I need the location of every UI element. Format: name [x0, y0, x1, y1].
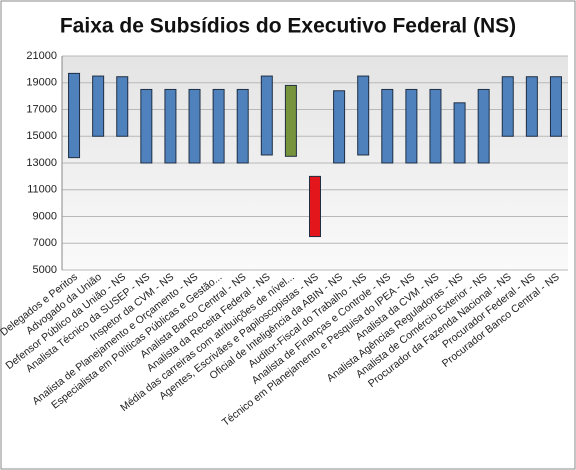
bar — [284, 84, 297, 157]
bar — [477, 88, 490, 164]
bar — [525, 76, 538, 137]
y-tick-label: 17000 — [26, 103, 57, 115]
bar — [116, 76, 129, 137]
bar — [164, 88, 177, 164]
bar — [188, 88, 201, 164]
y-tick-label: 9000 — [33, 210, 57, 222]
y-tick-label: 13000 — [26, 157, 57, 169]
y-tick-label: 15000 — [26, 130, 57, 142]
y-tick-label: 7000 — [33, 237, 57, 249]
bar — [309, 175, 321, 238]
y-tick-label: 21000 — [26, 50, 57, 62]
bar — [333, 90, 346, 164]
bar — [405, 88, 418, 164]
bar — [549, 76, 562, 137]
y-tick-label: 19000 — [26, 77, 57, 89]
chart-title: Faixa de Subsídios do Executivo Federal … — [60, 15, 516, 38]
bar — [429, 88, 442, 164]
bar — [501, 76, 514, 137]
bar — [381, 88, 394, 164]
bar — [453, 102, 466, 164]
bar — [212, 88, 225, 164]
bar — [236, 88, 249, 164]
bar — [357, 75, 370, 156]
bar — [140, 88, 153, 164]
bar — [68, 72, 81, 159]
y-tick-label: 5000 — [33, 264, 57, 276]
y-tick-label: 11000 — [27, 184, 57, 196]
bar — [92, 75, 105, 137]
bar — [260, 75, 273, 156]
